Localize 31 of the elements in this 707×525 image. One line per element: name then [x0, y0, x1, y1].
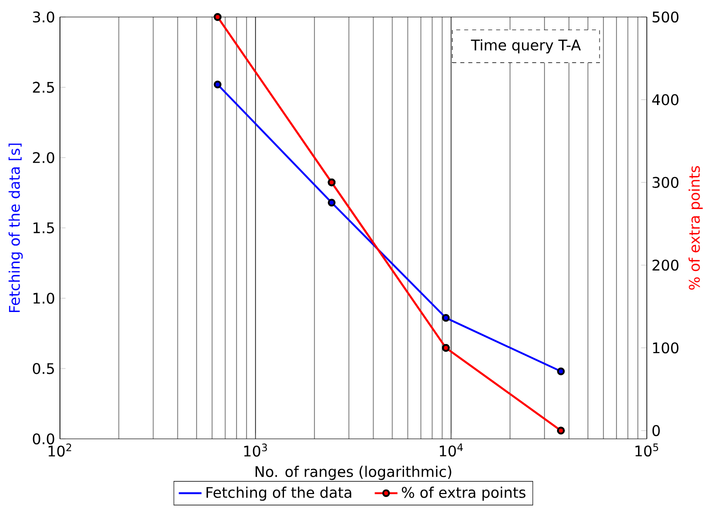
point [557, 367, 565, 376]
y-axis-title: Fetching of the data [s] [8, 143, 23, 312]
point [442, 314, 450, 322]
x-tick-label: 10$^{3}$ [244, 443, 267, 456]
x-tick-label: 10$^{4}$ [440, 443, 463, 456]
point [557, 426, 565, 434]
x-axis-title: No. of ranges (logarithmic) [256, 466, 452, 480]
x-tick-label: 10$^{2}$ [48, 443, 72, 456]
y-tick-label: 2.0 [32, 152, 54, 163]
y2-tick-label: 400 [652, 94, 678, 106]
y-tick-label: 1.0 [34, 292, 54, 304]
y2-tick-label: 500 [652, 11, 678, 22]
y2-tick-label: 300 [652, 176, 678, 188]
y-tick-label: 0.5 [32, 362, 54, 374]
point [328, 178, 336, 186]
y-tick-label: 2.5 [32, 82, 54, 93]
y2-axis-title: % of extra points [688, 166, 703, 290]
point [214, 12, 222, 21]
y-tick-label: 1.5 [34, 222, 54, 234]
y-tick-label: 0.0 [32, 433, 54, 444]
point [442, 344, 450, 352]
legend-label: Fetching of the data [206, 486, 352, 501]
y2-tick-label: 200 [652, 259, 678, 270]
legend-label: % of extra points [402, 486, 526, 501]
y2-tick-label: 0 [652, 424, 660, 436]
y2-tick-label: 100 [653, 342, 678, 354]
annotation: Time query T-A [470, 39, 581, 54]
point [214, 80, 222, 88]
point [328, 198, 336, 206]
x-tick-label: 10$^{5}$ [635, 443, 658, 456]
y-tick-label: 3.0 [33, 11, 54, 22]
